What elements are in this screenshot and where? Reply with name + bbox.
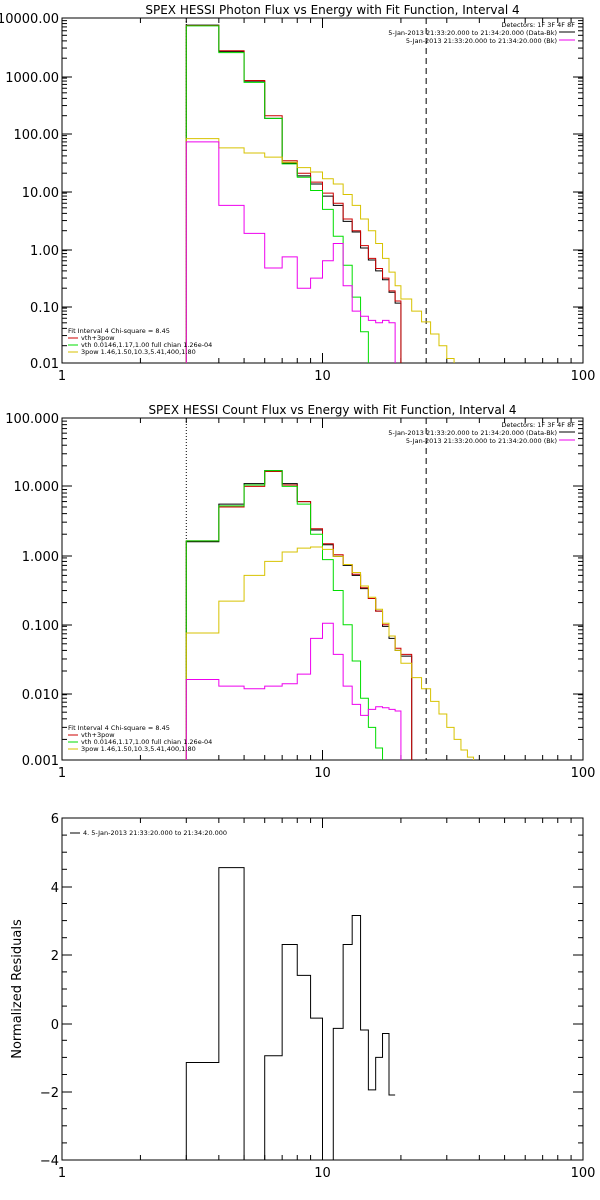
series-line-black	[185, 867, 396, 1160]
series-line-yellow	[185, 546, 475, 760]
y-tick-label: 4	[51, 881, 59, 896]
x-tick-label: 1	[58, 1166, 66, 1181]
y-tick-label: 100.000	[5, 412, 59, 427]
x-tick-label: 100	[571, 369, 596, 384]
y-tick-label: 0.100	[22, 619, 59, 634]
info-line: 5-Jan-2013 21:33:20.000 to 21:34:20.000 …	[388, 429, 557, 437]
legend-entry: 3pow 1.46,1.50,10.3,5.41,400,1.80	[81, 348, 196, 356]
y-tick-label: 0.010	[22, 688, 59, 703]
info-line: Detectors: 1F 3F 4F 8F	[501, 421, 575, 429]
y-tick-label: 0	[51, 1018, 59, 1033]
y-tick-label: 0.10	[30, 301, 59, 316]
series-line-magenta	[185, 141, 396, 363]
series-line-black	[185, 24, 402, 363]
y-tick-label: 1.000	[22, 550, 59, 565]
legend-entry: vth+3pow	[81, 334, 115, 342]
info-line: 5-Jan-2013 21:33:20.000 to 21:34:20.000 …	[406, 37, 557, 45]
legend-entry: vth+3pow	[81, 731, 115, 739]
x-tick-label: 1	[58, 766, 66, 781]
y-tick-label: 10.000	[14, 480, 60, 495]
y-axis-label: Normalized Residuals	[10, 919, 25, 1059]
legend-entry: vth 0.0146,1.17,1.00 full chian 1.26e-04	[81, 738, 212, 746]
info-line: 5-Jan-2013 21:33:20.000 to 21:34:20.000 …	[388, 29, 557, 37]
x-tick-label: 100	[571, 1166, 596, 1181]
series-line-black	[185, 470, 413, 760]
y-tick-label: 1.00	[30, 244, 59, 259]
chart-panel-2: SPEX HESSI Count Flux vs Energy with Fit…	[5, 403, 595, 781]
y-tick-label: −2	[40, 1086, 59, 1101]
y-tick-label: −4	[40, 1154, 59, 1169]
series-line-red	[185, 25, 402, 363]
plot-frame	[61, 417, 584, 761]
series-line-red	[185, 471, 413, 760]
x-tick-label: 10	[314, 766, 331, 781]
legend-entry: 4. 5-Jan-2013 21:33:20.000 to 21:34:20.0…	[83, 829, 227, 837]
y-tick-label: 0.001	[22, 754, 59, 769]
chart-panel-3: 1 10 100 6 4 2 0 −2 −4 Normalized Residuals 4. 5-J…	[10, 812, 595, 1181]
legend-entry: 3pow 1.46,1.50,10.3,5.41,400,1.80	[81, 745, 196, 753]
chart-panel-1: SPEX HESSI Photon Flux vs Energy with Fi…	[0, 3, 595, 384]
y-tick-label: 10000.00	[0, 12, 59, 27]
chart-title: SPEX HESSI Count Flux vs Energy with Fit…	[148, 403, 516, 417]
y-tick-label: 1000.00	[5, 71, 59, 86]
x-tick-label: 100	[571, 766, 596, 781]
x-tick-label: 10	[314, 1166, 331, 1181]
chart-title: SPEX HESSI Photon Flux vs Energy with Fi…	[145, 3, 519, 17]
legend-entry: vth 0.0146,1.17,1.00 full chian 1.26e-04	[81, 341, 212, 349]
x-tick-label: 1	[58, 369, 66, 384]
x-tick-label: 10	[314, 369, 331, 384]
series-line-magenta	[185, 622, 402, 760]
info-line: Detectors: 1F 3F 4F 8F	[501, 21, 575, 29]
legend-header: Fit Interval 4 Chi-square = 8.45	[68, 327, 170, 335]
y-tick-label: 6	[51, 812, 59, 827]
series-line-green	[185, 25, 369, 363]
info-line: 5-Jan-2013 21:33:20.000 to 21:34:20.000 …	[406, 437, 557, 445]
y-tick-label: 10.00	[22, 186, 59, 201]
y-tick-label: 100.00	[14, 128, 60, 143]
y-tick-label: 2	[51, 949, 59, 964]
y-tick-label: 0.01	[30, 357, 59, 372]
series-line-yellow	[185, 138, 455, 363]
legend-header: Fit Interval 4 Chi-square = 8.45	[68, 724, 170, 732]
series-line-green	[185, 470, 384, 760]
